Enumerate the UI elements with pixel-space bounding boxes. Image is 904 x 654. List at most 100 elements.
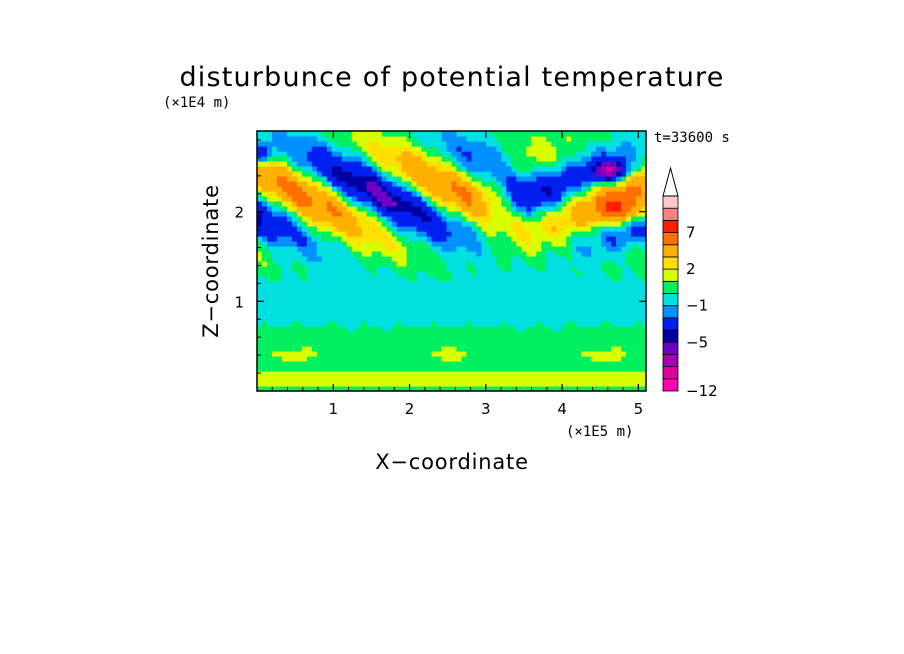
contour-cell bbox=[636, 381, 642, 387]
contour-cell bbox=[556, 286, 562, 292]
contour-cell bbox=[316, 346, 323, 352]
contour-cell bbox=[376, 351, 383, 357]
contour-cell bbox=[321, 286, 328, 292]
contour-cell bbox=[356, 291, 363, 297]
contour-cell bbox=[271, 351, 278, 357]
contour-cell bbox=[496, 261, 502, 267]
contour-cell bbox=[511, 316, 517, 322]
contour-cell bbox=[301, 351, 308, 357]
contour-cell bbox=[596, 256, 602, 262]
contour-cell bbox=[421, 356, 428, 362]
contour-cell bbox=[446, 381, 453, 387]
contour-cell bbox=[257, 286, 263, 292]
contour-cell bbox=[336, 246, 343, 252]
contour-cell bbox=[441, 221, 448, 227]
contour-cell bbox=[451, 156, 458, 162]
contour-cell bbox=[636, 166, 642, 172]
contour-cell bbox=[411, 306, 418, 312]
contour-cell bbox=[466, 226, 473, 232]
contour-cell bbox=[316, 331, 323, 337]
contour-cell bbox=[286, 181, 293, 187]
contour-cell bbox=[257, 221, 263, 227]
contour-cell bbox=[506, 241, 512, 247]
contour-cell bbox=[306, 241, 313, 247]
contour-cell bbox=[621, 221, 627, 227]
contour-cell bbox=[446, 296, 453, 302]
contour-cell bbox=[471, 261, 478, 267]
contour-cell bbox=[451, 366, 458, 372]
contour-cell bbox=[606, 156, 612, 162]
contour-cell bbox=[466, 136, 473, 142]
contour-cell bbox=[521, 361, 527, 367]
contour-cell bbox=[486, 266, 492, 272]
contour-cell bbox=[581, 221, 587, 227]
contour-cell bbox=[531, 241, 537, 247]
contour-cell bbox=[606, 256, 612, 262]
contour-cell bbox=[281, 156, 288, 162]
contour-cell bbox=[511, 221, 517, 227]
contour-cell bbox=[616, 311, 622, 317]
contour-cell bbox=[556, 266, 562, 272]
contour-cell bbox=[366, 286, 373, 292]
contour-cell bbox=[566, 356, 572, 362]
contour-cell bbox=[436, 246, 443, 252]
contour-cell bbox=[546, 166, 552, 172]
contour-cell bbox=[451, 151, 458, 157]
contour-cell bbox=[346, 236, 353, 242]
contour-cell bbox=[441, 161, 448, 167]
contour-cell bbox=[286, 261, 293, 267]
contour-cell bbox=[381, 206, 388, 212]
contour-cell bbox=[401, 306, 408, 312]
contour-cell bbox=[541, 276, 547, 282]
contour-cell bbox=[576, 161, 582, 167]
contour-cell bbox=[406, 221, 413, 227]
contour-cell bbox=[556, 276, 562, 282]
contour-cell bbox=[346, 326, 353, 332]
contour-cell bbox=[486, 201, 492, 207]
contour-cell bbox=[531, 356, 537, 362]
contour-cell bbox=[516, 281, 522, 287]
contour-cell bbox=[361, 201, 368, 207]
contour-cell bbox=[451, 196, 458, 202]
contour-cell bbox=[286, 151, 293, 157]
contour-cell bbox=[271, 251, 278, 257]
contour-cell bbox=[306, 356, 313, 362]
contour-cell bbox=[536, 156, 542, 162]
contour-cell bbox=[396, 231, 403, 237]
contour-cell bbox=[316, 131, 323, 137]
contour-cell bbox=[616, 171, 622, 177]
contour-cell bbox=[311, 181, 318, 187]
contour-cell bbox=[421, 216, 428, 222]
contour-cell bbox=[461, 221, 468, 227]
contour-cell bbox=[316, 211, 323, 217]
contour-cell bbox=[486, 321, 492, 327]
contour-cell bbox=[371, 206, 378, 212]
contour-cell bbox=[281, 266, 288, 272]
contour-cell bbox=[301, 366, 308, 372]
contour-cell bbox=[266, 376, 273, 382]
contour-cell bbox=[481, 321, 488, 327]
contour-cell bbox=[306, 386, 313, 391]
contour-cell bbox=[336, 136, 343, 142]
contour-cell bbox=[616, 326, 622, 332]
contour-cell bbox=[486, 171, 492, 177]
contour-cell bbox=[576, 191, 582, 197]
contour-cell bbox=[266, 351, 273, 357]
contour-cell bbox=[261, 341, 268, 347]
contour-cell bbox=[351, 296, 358, 302]
contour-cell bbox=[366, 346, 373, 352]
contour-cell bbox=[521, 216, 527, 222]
contour-cell bbox=[436, 356, 443, 362]
contour-cell bbox=[501, 131, 507, 137]
contour-cell bbox=[366, 191, 373, 197]
contour-cell bbox=[361, 251, 368, 257]
contour-cell bbox=[556, 131, 562, 137]
contour-cell bbox=[396, 201, 403, 207]
contour-cell bbox=[316, 326, 323, 332]
contour-cell bbox=[386, 141, 393, 147]
contour-cell bbox=[261, 161, 268, 167]
contour-cell bbox=[591, 351, 597, 357]
contour-cell bbox=[401, 131, 408, 137]
contour-cell bbox=[396, 286, 403, 292]
contour-cell bbox=[636, 376, 642, 382]
